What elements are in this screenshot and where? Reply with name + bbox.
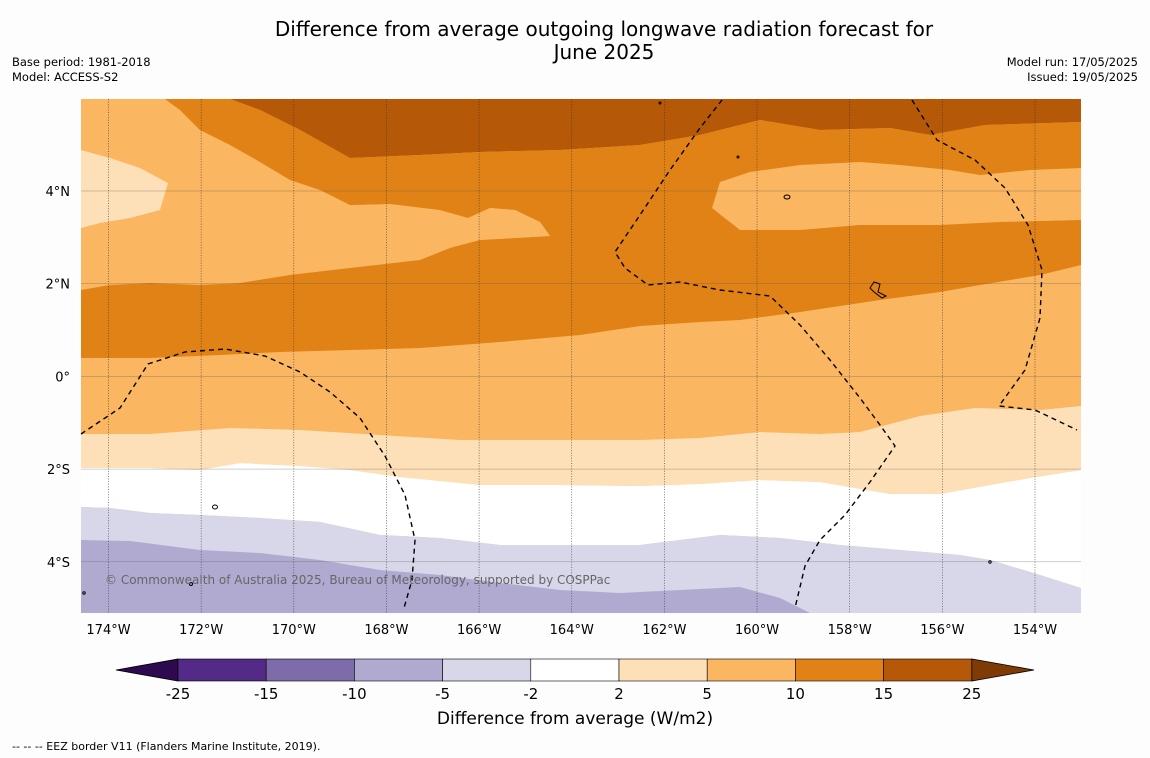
band-10-15-upper [81,99,1081,358]
lat-tick-label: 4°S [47,556,70,571]
colorbar-segment [177,658,267,682]
colorbar [115,658,1035,682]
lon-tick-label: 160°W [735,623,779,638]
lon-tick-label: 154°W [1013,623,1057,638]
lon-tick-label: 168°W [364,623,408,638]
title-line-1: Difference from average outgoing longwav… [274,17,934,41]
colorbar-tick-label: -2 [523,685,538,700]
colorbar-segment [442,658,532,682]
band-2-5-blob [468,208,550,240]
colorbar-segment [883,658,973,682]
anomaly-map: © Commonwealth of Australia 2025, Bureau… [46,99,1081,700]
colorbar-segment [354,658,443,682]
footnote: -- -- -- EEZ border V11 (Flanders Marine… [12,740,321,753]
island-5 [988,560,992,564]
eez-border-east [911,99,1078,431]
colorbar-extend-low [115,658,179,682]
latitude-labels: 4°N 2°N 0° 2°S 4°S [46,185,71,571]
model-name: Model: ACCESS-S2 [12,70,119,84]
chart-title: Difference from average outgoing longwav… [0,18,1150,64]
colorbar-tick-label: 2 [614,685,624,700]
island-6 [736,155,740,159]
colorbar-tick-label: 15 [874,685,893,700]
island-7 [658,101,662,105]
colorbar-label: Difference from average (W/m2) [436,709,714,729]
lat-tick-label: 4°N [46,185,71,200]
lon-tick-label: 174°W [86,623,130,638]
copyright-notice: © Commonwealth of Australia 2025, Bureau… [105,573,610,587]
lat-tick-label: 2°N [46,278,71,293]
contour-fill [81,99,1081,613]
island-4 [189,582,193,586]
eez-border-central [614,99,896,609]
colorbar-segment [530,658,620,682]
colorbar-tick-label: 5 [702,685,712,700]
lon-tick-label: 158°W [828,623,872,638]
lon-tick-label: 162°W [642,623,686,638]
issued-date: Issued: 19/05/2025 [1027,70,1138,84]
lon-tick-label: 170°W [272,623,316,638]
meta-left: Base period: 1981-2018 Model: ACCESS-S2 [12,55,151,85]
colorbar-extend-high [971,658,1035,682]
colorbar-segment [795,658,884,682]
band-neg-5-10 [81,540,810,613]
band-2-5-upper-left [81,150,168,228]
lon-tick-label: 164°W [550,623,594,638]
colorbar-segment [618,658,708,682]
band-2-5-lower [81,406,1081,494]
island-1 [783,194,791,200]
colorbar-segment [265,658,355,682]
lat-tick-label: 0° [55,370,70,385]
title-line-2: June 2025 [553,40,655,64]
latitude-lines [81,190,1081,563]
eez-border-west [80,348,416,609]
colorbar-segment [706,658,796,682]
model-run: Model run: 17/05/2025 [1006,55,1138,69]
band-15-25 [165,99,1081,158]
lon-tick-label: 156°W [920,623,964,638]
colorbar-tick-label: -10 [342,685,367,700]
band-neutral [81,463,1081,588]
island-2 [869,281,888,299]
colorbar-tick-label: -5 [435,685,450,700]
colorbar-tick-label: 25 [962,685,981,700]
colorbar-tick-label: -25 [166,685,191,700]
longitude-labels: 174°W 172°W 170°W 168°W 166°W 164°W 162°W 160°W… [86,623,1057,638]
colorbar-tick-label: 10 [786,685,805,700]
islands [82,101,992,595]
lon-tick-label: 166°W [457,623,501,638]
eez-borders [80,99,1078,609]
colorbar-tick-label: -15 [254,685,279,700]
base-period: Base period: 1981-2018 [12,55,151,69]
island-8 [82,591,86,595]
colorbar-ticks: -25 -15 -10 -5 -2 2 5 10 15 25 [166,685,982,700]
lon-tick-label: 172°W [179,623,223,638]
lat-tick-label: 2°S [47,463,70,478]
meta-right: Model run: 17/05/2025 Issued: 19/05/2025 [1007,55,1138,85]
island-3 [212,504,218,510]
